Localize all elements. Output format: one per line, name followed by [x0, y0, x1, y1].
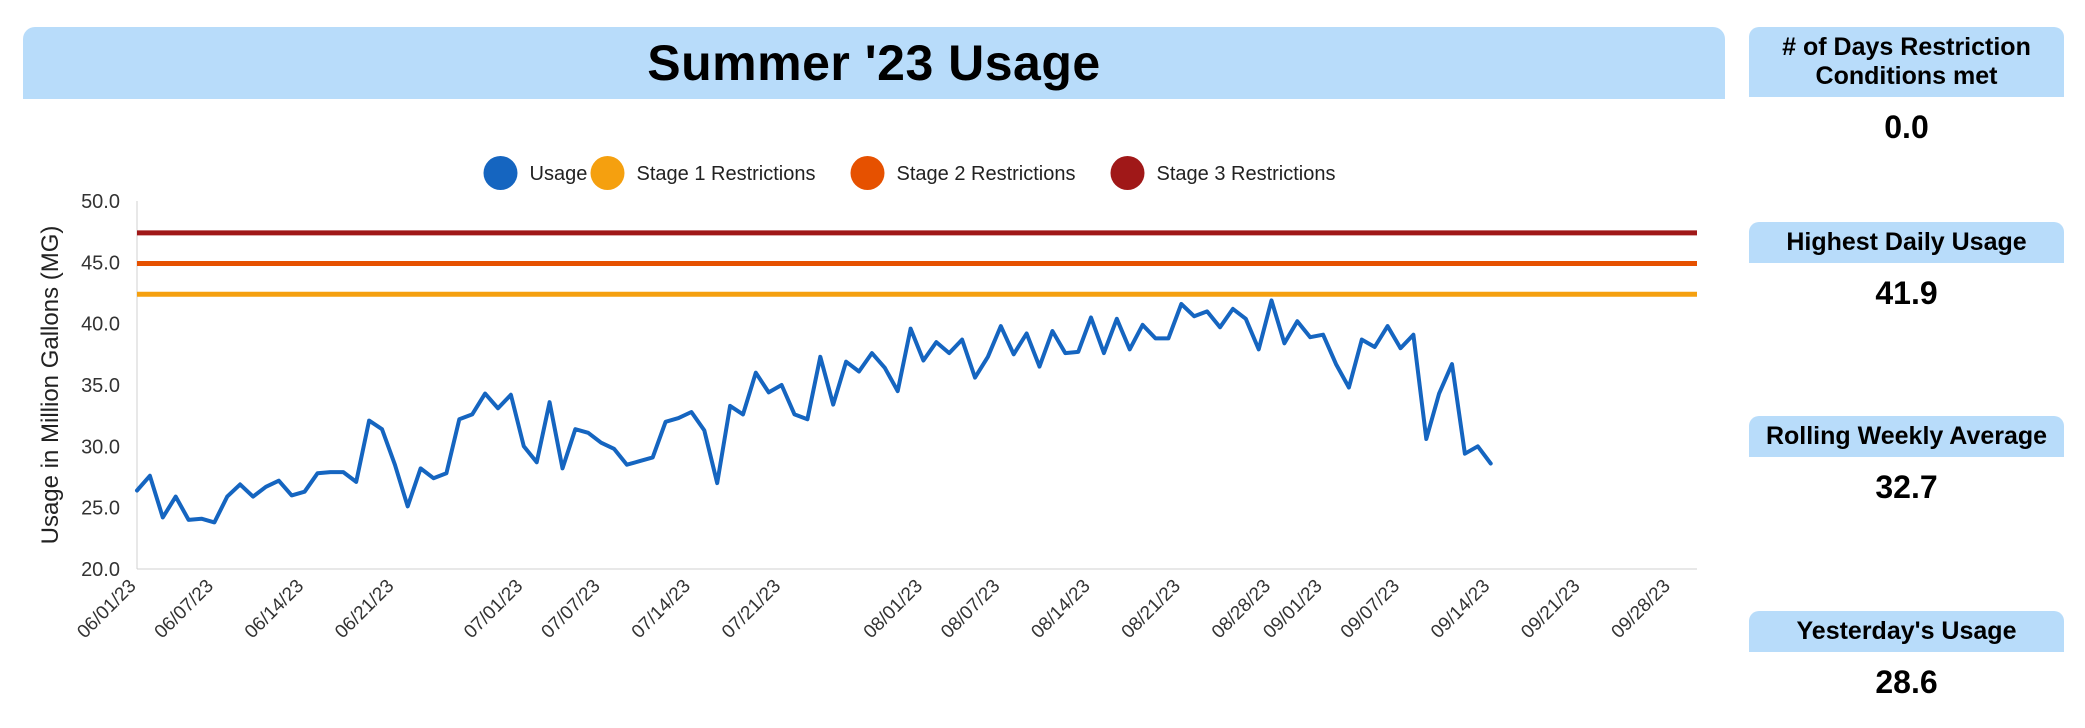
legend-label: Stage 1 Restrictions [637, 163, 816, 185]
kpi-value: 32.7 [1875, 469, 1938, 505]
legend-label: Usage [530, 163, 588, 185]
kpi-label: Highest Daily Usage [1749, 222, 2064, 263]
x-tick-label: 07/21/23 [718, 576, 785, 643]
y-tick-label: 30.0 [81, 436, 120, 458]
y-tick-label: 35.0 [81, 375, 120, 397]
kpi-yesterday: Yesterday's Usage 28.6 [1749, 611, 2064, 701]
y-tick-label: 25.0 [81, 498, 120, 520]
x-tick-label: 09/07/23 [1337, 576, 1404, 643]
y-axis-title: Usage in Million Gallons (MG) [37, 226, 64, 545]
kpi-label: Yesterday's Usage [1749, 611, 2064, 652]
kpi-restriction-days: # of Days Restriction Conditions met 0.0 [1749, 27, 2064, 146]
legend-marker [1110, 156, 1145, 190]
kpi-value: 28.6 [1875, 664, 1938, 700]
x-tick-label: 08/21/23 [1118, 576, 1185, 643]
x-tick-label: 06/01/23 [73, 576, 140, 643]
y-tick-label: 40.0 [81, 314, 120, 336]
kpi-label: # of Days Restriction Conditions met [1749, 27, 2064, 97]
x-tick-label: 06/21/23 [331, 576, 398, 643]
legend-marker [590, 156, 625, 190]
kpi-highest-daily: Highest Daily Usage 41.9 [1749, 222, 2064, 312]
legend-marker [483, 156, 518, 190]
x-tick-label: 06/14/23 [241, 576, 308, 643]
x-tick-label: 06/07/23 [151, 576, 218, 643]
usage-line-chart: 20.0 25.0 30.0 35.0 40.0 45.0 50.0 Usage in Mil… [37, 156, 1697, 643]
usage-series-line [135, 298, 1493, 525]
chart-title: Summer '23 Usage [647, 35, 1101, 91]
x-tick-label: 08/07/23 [937, 576, 1004, 643]
kpi-value: 0.0 [1884, 109, 1929, 145]
kpi-rolling-weekly: Rolling Weekly Average 32.7 [1749, 416, 2064, 506]
chart-title-bar: Summer '23 Usage [23, 27, 1725, 99]
legend-label: Stage 3 Restrictions [1157, 163, 1336, 185]
y-tick-label: 45.0 [81, 252, 120, 274]
x-tick-label: 07/14/23 [628, 576, 695, 643]
x-tick-label: 07/07/23 [538, 576, 605, 643]
x-tick-label: 09/21/23 [1517, 576, 1584, 643]
kpi-value: 41.9 [1875, 275, 1938, 311]
x-tick-label: 09/28/23 [1608, 576, 1675, 643]
x-tick-label: 08/01/23 [860, 576, 927, 643]
x-tick-label: 09/14/23 [1427, 576, 1494, 643]
x-tick-label: 08/14/23 [1027, 576, 1094, 643]
y-tick-label: 50.0 [81, 191, 120, 213]
legend-label: Stage 2 Restrictions [897, 163, 1076, 185]
y-tick-label: 20.0 [81, 559, 120, 581]
x-tick-label: 07/01/23 [460, 576, 527, 643]
kpi-label: Rolling Weekly Average [1749, 416, 2064, 457]
legend-marker [850, 156, 885, 190]
